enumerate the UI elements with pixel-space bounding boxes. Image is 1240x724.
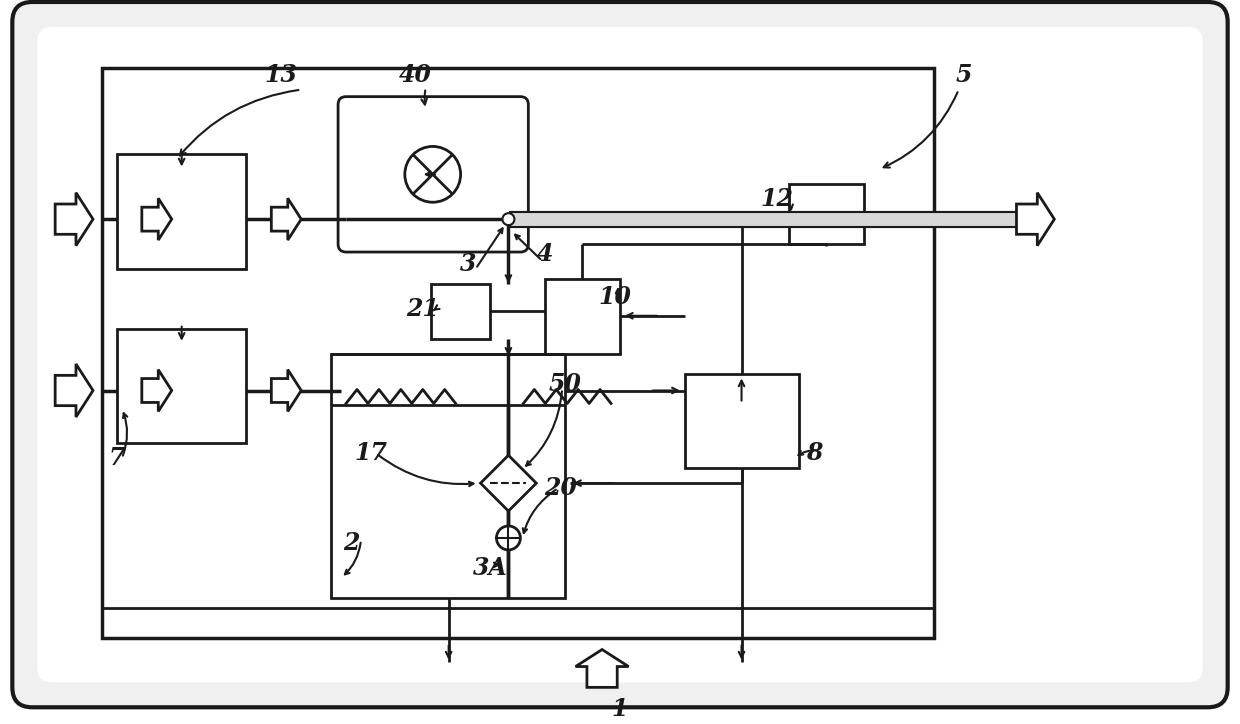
Polygon shape bbox=[575, 649, 629, 687]
FancyBboxPatch shape bbox=[117, 329, 247, 443]
Text: 8: 8 bbox=[806, 441, 822, 466]
Text: 7: 7 bbox=[109, 446, 125, 471]
Text: 4: 4 bbox=[537, 242, 553, 266]
FancyBboxPatch shape bbox=[331, 353, 565, 598]
Text: 12: 12 bbox=[761, 188, 794, 211]
Text: 13: 13 bbox=[265, 63, 298, 87]
FancyBboxPatch shape bbox=[790, 185, 864, 244]
Polygon shape bbox=[481, 455, 537, 511]
Text: 3: 3 bbox=[460, 252, 477, 276]
FancyBboxPatch shape bbox=[12, 2, 1228, 707]
Text: 10: 10 bbox=[599, 285, 631, 309]
Text: 21: 21 bbox=[407, 297, 439, 321]
FancyBboxPatch shape bbox=[339, 96, 528, 252]
Text: 5: 5 bbox=[956, 63, 972, 87]
Text: 20: 20 bbox=[543, 476, 577, 500]
Text: 50: 50 bbox=[549, 371, 582, 395]
FancyBboxPatch shape bbox=[117, 154, 247, 269]
Circle shape bbox=[502, 213, 515, 225]
Text: 40: 40 bbox=[399, 63, 433, 87]
FancyBboxPatch shape bbox=[546, 279, 620, 353]
Text: 1: 1 bbox=[611, 697, 629, 721]
Polygon shape bbox=[272, 198, 301, 240]
Polygon shape bbox=[141, 369, 171, 411]
Polygon shape bbox=[141, 198, 171, 240]
Text: 17: 17 bbox=[355, 441, 387, 466]
Polygon shape bbox=[55, 364, 93, 417]
FancyBboxPatch shape bbox=[102, 68, 934, 638]
Circle shape bbox=[404, 146, 460, 202]
Polygon shape bbox=[55, 193, 93, 245]
Text: 2: 2 bbox=[342, 531, 360, 555]
FancyBboxPatch shape bbox=[684, 374, 800, 468]
FancyBboxPatch shape bbox=[37, 27, 1203, 683]
Polygon shape bbox=[1017, 193, 1054, 245]
Polygon shape bbox=[272, 369, 301, 411]
FancyBboxPatch shape bbox=[430, 284, 491, 339]
Text: 3A: 3A bbox=[472, 556, 508, 580]
Circle shape bbox=[496, 526, 521, 550]
Bar bbox=[511, 212, 1018, 227]
